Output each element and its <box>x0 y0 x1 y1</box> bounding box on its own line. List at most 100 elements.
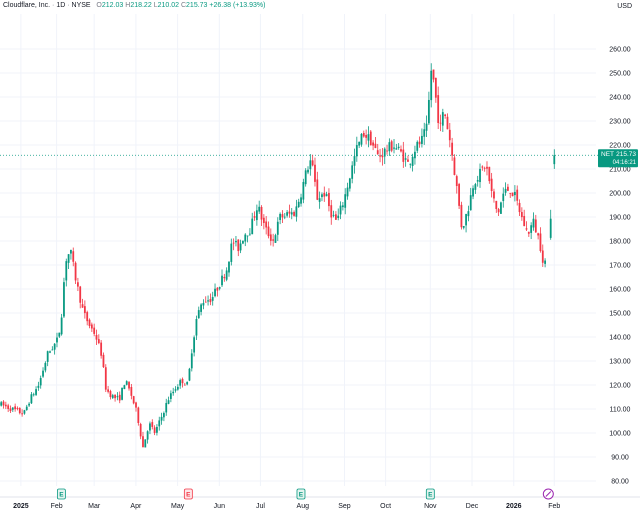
candle-body <box>520 212 523 218</box>
earnings-event-letter: E <box>299 492 304 499</box>
price-tag-box <box>598 149 638 168</box>
candle-body <box>344 194 347 208</box>
candle-body <box>132 396 135 404</box>
candle-body <box>283 216 286 218</box>
close-value: 215.73 <box>186 2 208 9</box>
candle-body <box>437 95 440 124</box>
candle-body <box>116 396 119 398</box>
candle-body <box>332 214 335 216</box>
candle-body <box>288 211 291 214</box>
candle-body <box>114 394 116 399</box>
candle-body <box>481 166 484 168</box>
candle-body <box>407 159 409 162</box>
candle-body <box>269 234 272 241</box>
candle-body <box>530 225 533 233</box>
price-tag-price: 215.73 <box>616 151 636 158</box>
candle-body <box>390 141 393 151</box>
candle-body <box>197 310 200 319</box>
candle-body <box>14 406 17 410</box>
candle-body <box>460 204 463 228</box>
symbol-name: Cloudflare, Inc. <box>3 2 51 9</box>
y-tick-label: 240.00 <box>609 95 631 102</box>
candle-body <box>358 141 361 146</box>
earnings-event-icon[interactable] <box>183 488 193 500</box>
x-tick-label: Apr <box>130 503 142 510</box>
candle-body <box>486 166 488 169</box>
y-tick-label: 80.00 <box>611 479 629 486</box>
candle-body <box>321 194 323 198</box>
candle-body <box>16 408 19 409</box>
x-tick-label: Jun <box>214 503 225 510</box>
candle-body <box>9 408 12 411</box>
candle-body <box>302 181 305 200</box>
candle-body <box>60 317 63 335</box>
price-tag-countdown: 04:16:21 <box>613 160 637 166</box>
price-tag-ticker: NET <box>601 151 614 158</box>
candle-body <box>346 187 349 197</box>
candle-body <box>367 134 370 141</box>
earnings-event-icon[interactable] <box>296 488 306 500</box>
candle-body <box>409 163 412 165</box>
candle-body <box>323 192 326 197</box>
candle-body <box>2 401 5 406</box>
candle-body <box>11 407 14 410</box>
time-axis[interactable]: 2025 Feb Mar Apr May Jun Jul Aug Sep Oct Nov Dec 202… <box>0 496 640 510</box>
candle-body <box>146 431 149 440</box>
candle-body <box>153 427 156 433</box>
candle-body <box>472 188 474 197</box>
price-axis[interactable]: 80.00 90.00 100.00 110.00 120.00 130.00 140.00… <box>609 47 631 486</box>
exchange: NYSE <box>71 2 91 9</box>
candle-body <box>465 214 467 226</box>
candle-body <box>262 217 265 224</box>
candle-body <box>355 145 358 157</box>
candle-body <box>239 243 242 251</box>
candle-body <box>21 413 24 415</box>
candle-body <box>225 270 228 280</box>
candle-body <box>35 389 37 395</box>
earnings-event-icon[interactable] <box>56 488 66 500</box>
candle-body <box>88 319 91 326</box>
candle-body <box>67 254 70 263</box>
candle-body <box>441 112 444 126</box>
candle-body <box>37 385 40 388</box>
candle-body <box>181 378 184 384</box>
candle-body <box>44 362 47 371</box>
candle-body <box>376 150 379 155</box>
candle-body <box>97 339 100 344</box>
candle-body <box>402 149 405 162</box>
candle-body <box>444 114 447 116</box>
candle-body <box>28 403 30 406</box>
candle-body <box>39 378 42 386</box>
candle-body <box>532 218 535 228</box>
candle-body <box>362 132 365 137</box>
candle-body <box>255 210 258 221</box>
candle-body <box>490 178 493 191</box>
candle-body <box>100 342 103 356</box>
candle-body <box>534 219 537 233</box>
candle-body <box>246 235 249 237</box>
candle-body <box>267 226 270 237</box>
candle-body <box>218 287 221 289</box>
candle-body <box>539 233 542 251</box>
candle-body <box>400 149 402 152</box>
candle-body <box>446 116 449 130</box>
y-tick-label: 250.00 <box>609 71 631 78</box>
candle-body <box>18 407 21 414</box>
candles <box>0 63 556 448</box>
candle-body <box>111 395 114 398</box>
candle-body <box>316 179 319 200</box>
candle-body <box>221 275 223 286</box>
candle-body <box>160 416 163 421</box>
earnings-event-icon[interactable] <box>425 488 435 500</box>
candle-body <box>427 99 430 124</box>
candle-body <box>397 146 400 149</box>
candle-body <box>381 155 384 158</box>
candle-body <box>253 216 256 218</box>
candle-body <box>309 160 312 170</box>
candle-body <box>379 155 381 157</box>
candle-body <box>176 386 179 390</box>
x-tick-label: Aug <box>297 503 310 510</box>
candle-body <box>186 382 189 385</box>
